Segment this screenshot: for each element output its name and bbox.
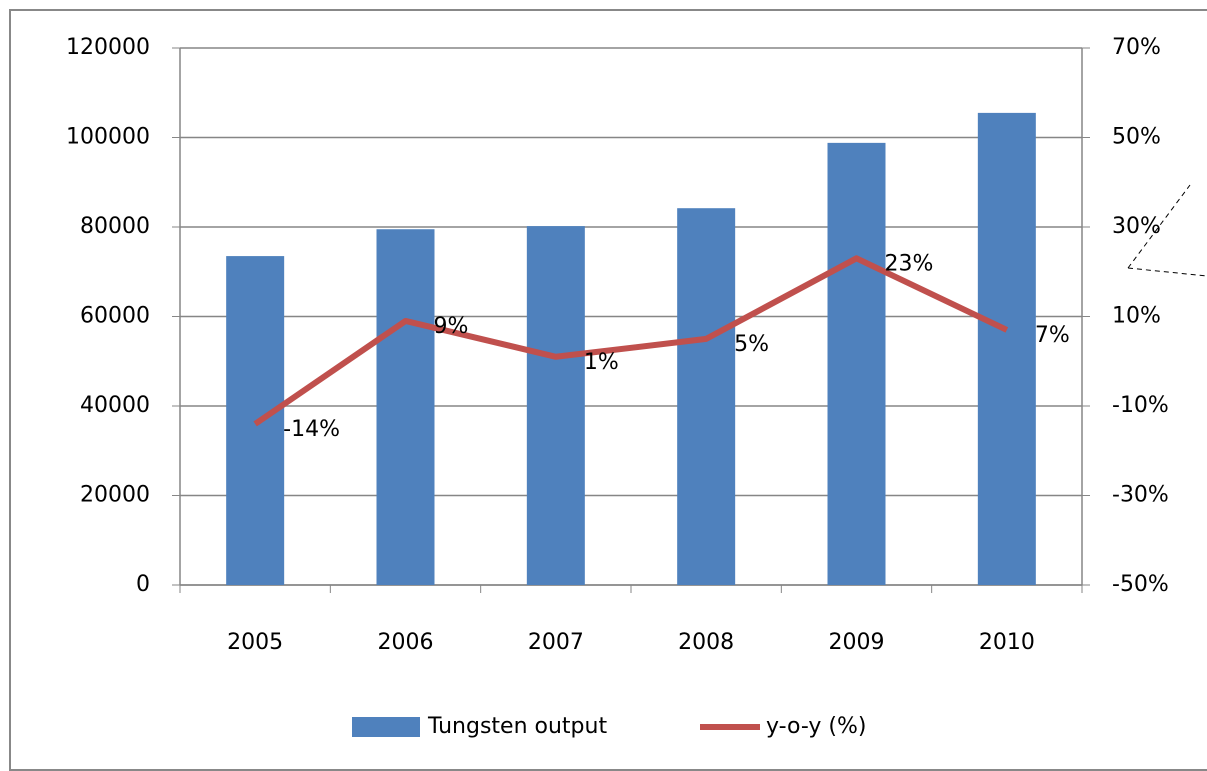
bar xyxy=(977,112,1036,585)
data-label: 9% xyxy=(434,314,469,339)
data-label: 1% xyxy=(584,350,619,375)
data-label: -14% xyxy=(283,417,340,442)
x-tick-label: 2010 xyxy=(979,630,1035,655)
bar xyxy=(526,226,585,586)
y-tick-label: 0 xyxy=(136,572,150,597)
y2-tick-label: -50% xyxy=(1112,572,1169,597)
bar xyxy=(376,229,435,586)
x-tick-label: 2007 xyxy=(528,630,584,655)
y2-tick-label: 10% xyxy=(1112,304,1161,329)
data-label: 5% xyxy=(734,332,769,357)
line xyxy=(253,255,1009,427)
y-tick-label: 60000 xyxy=(80,304,150,329)
y2-tick-label: -10% xyxy=(1112,393,1169,418)
y2-tick-label: 70% xyxy=(1112,35,1161,60)
y-tick-label: 100000 xyxy=(66,125,150,150)
bar xyxy=(827,142,886,585)
leader-lines xyxy=(1127,184,1207,277)
y2-tick-label: 50% xyxy=(1112,125,1161,150)
x-tick-label: 2008 xyxy=(678,630,734,655)
legend-label: y-o-y (%) xyxy=(766,714,866,739)
legend-label: Tungsten output xyxy=(427,714,607,739)
y-tick-label: 20000 xyxy=(80,483,150,508)
y2-tick-label: -30% xyxy=(1112,483,1169,508)
data-label: 23% xyxy=(885,251,934,276)
x-tick-label: 2005 xyxy=(227,630,283,655)
legend-swatch xyxy=(352,717,420,737)
y2-tick-label: 30% xyxy=(1112,214,1161,239)
bar xyxy=(677,208,736,585)
y-tick-label: 40000 xyxy=(80,393,150,418)
y-tick-label: 80000 xyxy=(80,214,150,239)
x-tick-label: 2006 xyxy=(378,630,434,655)
data-label: 7% xyxy=(1035,323,1070,348)
y-tick-label: 120000 xyxy=(66,35,150,60)
x-tick-label: 2009 xyxy=(829,630,885,655)
